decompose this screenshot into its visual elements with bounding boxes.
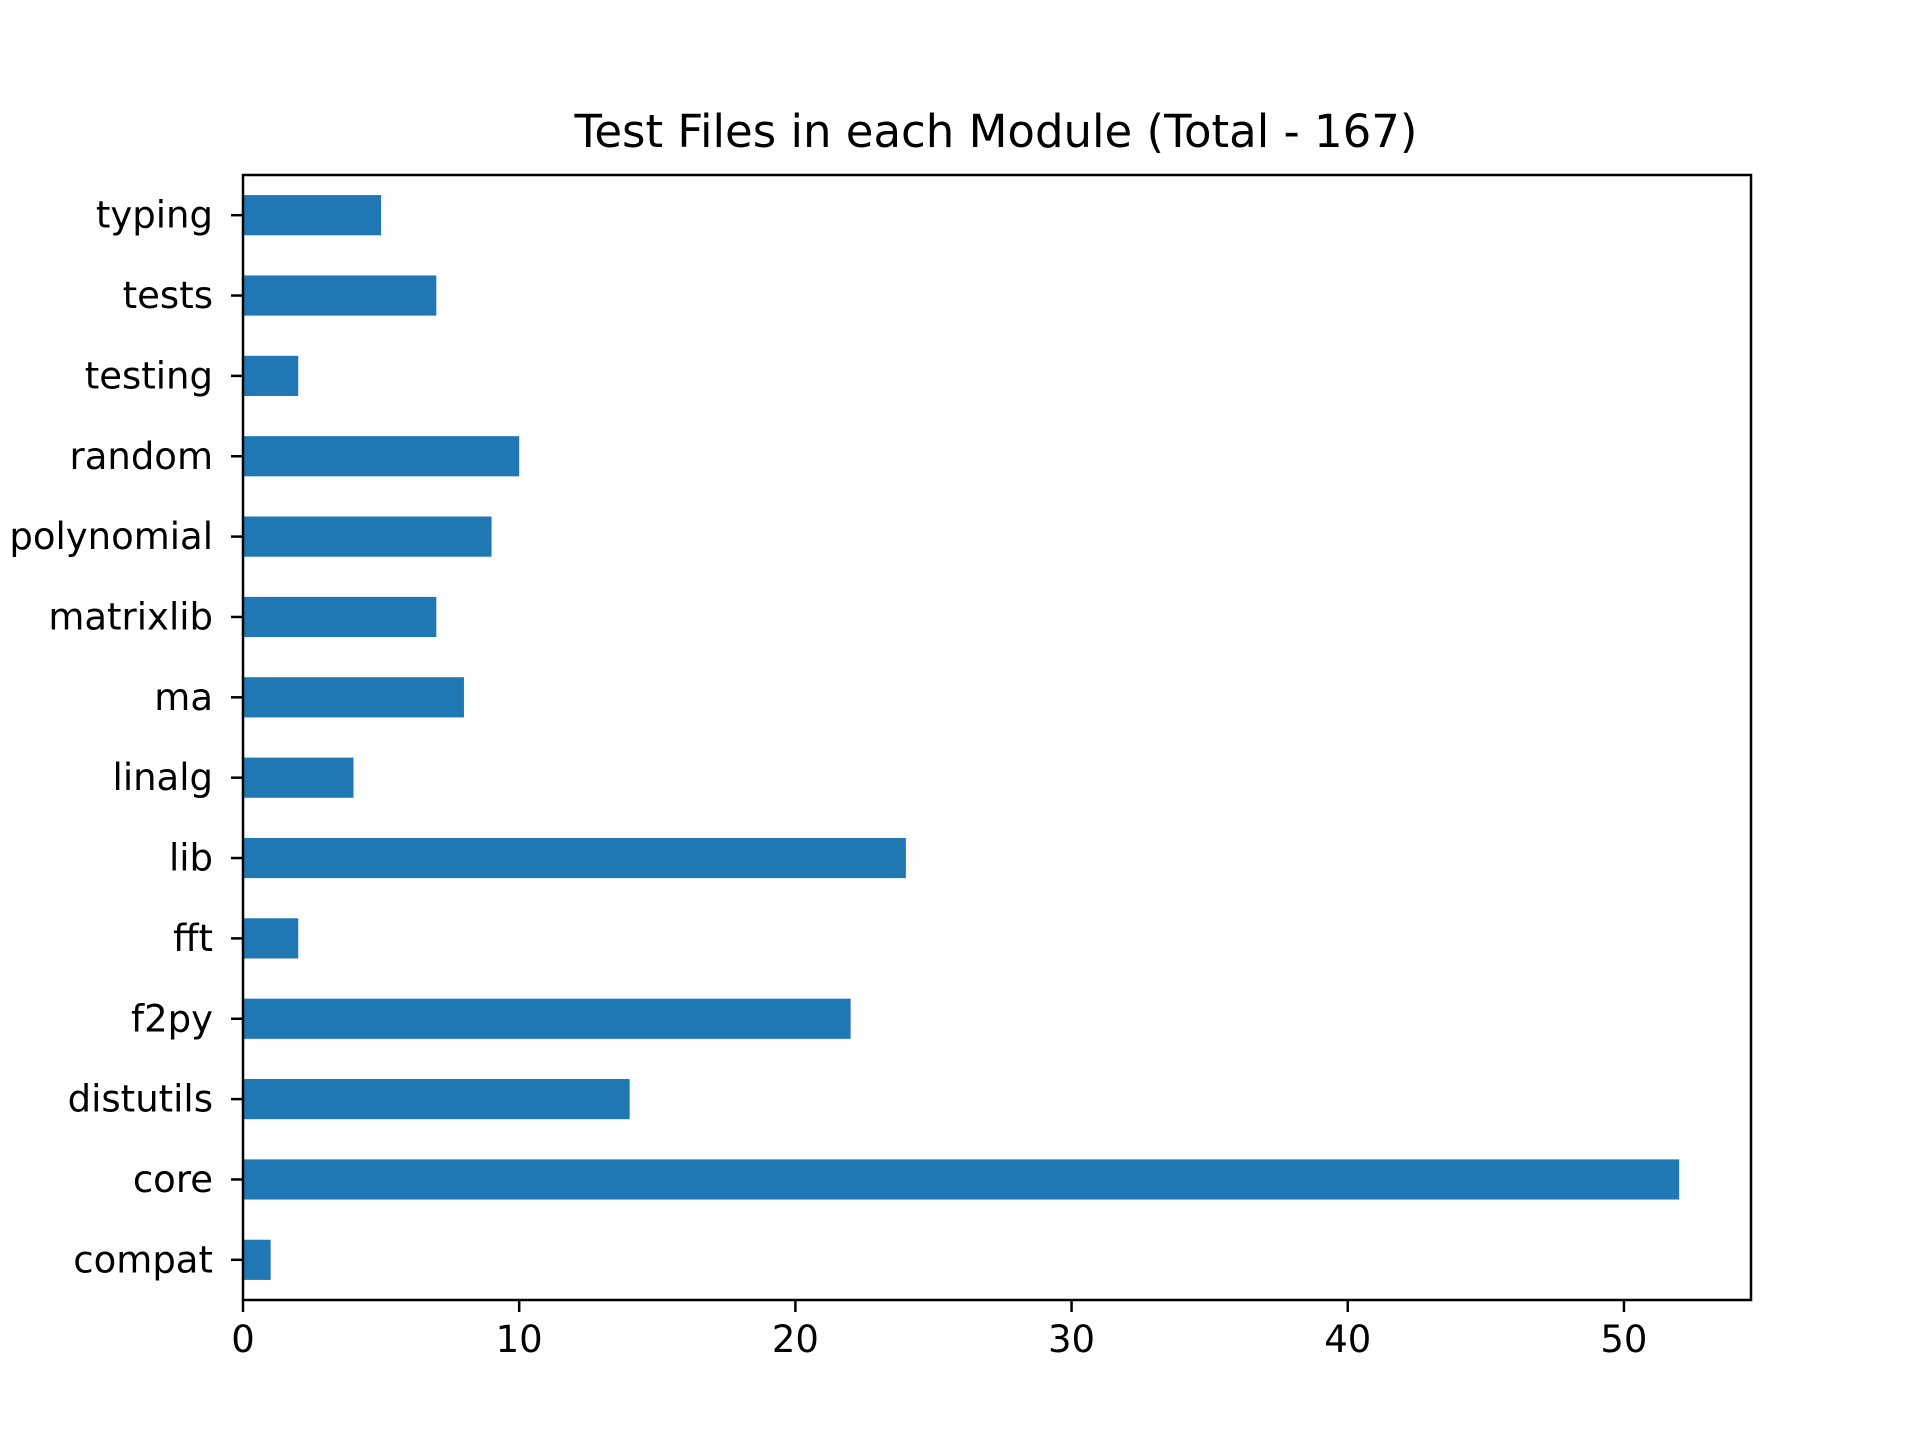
- x-tick-label: 0: [231, 1318, 255, 1361]
- y-tick-label: typing: [96, 194, 213, 237]
- bar-polynomial: [243, 516, 492, 557]
- bar-testing: [243, 355, 299, 396]
- bar-linalg: [243, 757, 354, 798]
- x-tick-label: 10: [496, 1318, 543, 1361]
- bar-ma: [243, 677, 464, 718]
- bar-core: [243, 1159, 1680, 1200]
- bar-f2py: [243, 998, 851, 1039]
- x-tick-label: 20: [772, 1318, 819, 1361]
- y-tick-label: lib: [169, 837, 213, 880]
- y-tick-label: tests: [123, 274, 213, 317]
- plot-frame: [241, 173, 1753, 1302]
- bar-fft: [243, 918, 299, 959]
- y-tick-label: polynomial: [9, 515, 213, 558]
- bars-group: [243, 195, 1680, 1280]
- bar-matrixlib: [243, 596, 437, 638]
- bar-compat: [243, 1239, 271, 1280]
- bar-distutils: [243, 1079, 630, 1120]
- y-tick-label: linalg: [113, 756, 213, 799]
- y-tick-label: matrixlib: [48, 595, 213, 638]
- y-tick-label: testing: [85, 354, 213, 397]
- bar-tests: [243, 275, 437, 316]
- x-tick-label: 30: [1048, 1318, 1095, 1361]
- bar-lib: [243, 837, 906, 879]
- x-tick-label: 50: [1600, 1318, 1647, 1361]
- y-axis-ticks: compat core distutils f2py fft lib linalg ma mat…: [9, 194, 243, 1281]
- x-axis-ticks: 0 10 20 30 40 50: [231, 1300, 1647, 1361]
- y-tick-label: random: [69, 435, 213, 478]
- y-tick-label: core: [133, 1158, 213, 1201]
- y-tick-label: compat: [73, 1238, 213, 1281]
- chart-title: Test Files in each Module (Total - 167): [573, 105, 1417, 158]
- y-tick-label: fft: [173, 917, 213, 960]
- y-tick-label: f2py: [131, 997, 213, 1040]
- x-tick-label: 40: [1324, 1318, 1371, 1361]
- y-tick-label: distutils: [68, 1078, 213, 1121]
- y-tick-label: ma: [154, 676, 213, 719]
- bar-typing: [243, 195, 382, 236]
- bar-random: [243, 436, 520, 477]
